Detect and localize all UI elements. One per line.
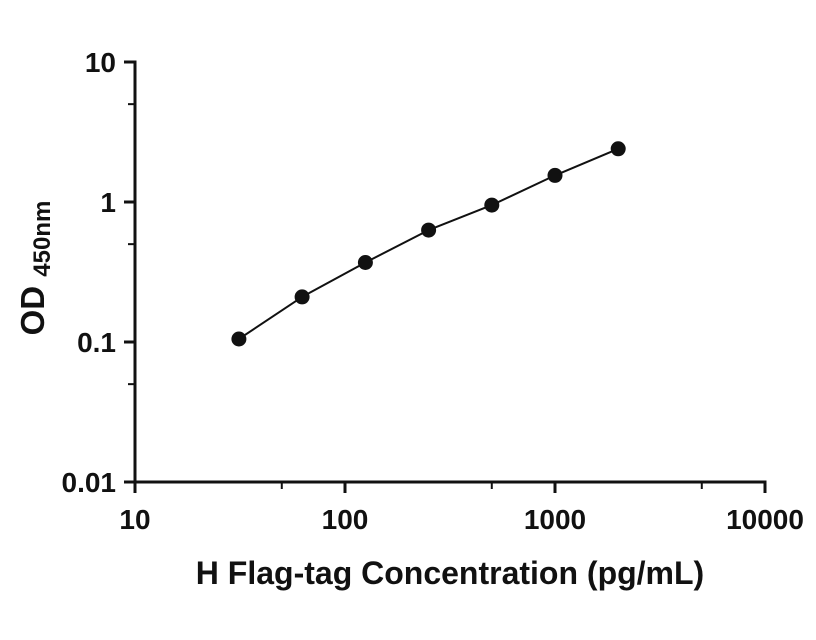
y-axis-label: OD 450nm: [14, 201, 56, 336]
x-tick-label: 10000: [726, 504, 804, 535]
data-point: [610, 141, 626, 157]
data-point: [357, 255, 373, 270]
y-tick-label: 1: [100, 187, 116, 218]
data-point: [547, 167, 563, 183]
x-axis-label: H Flag-tag Concentration (pg/mL): [196, 555, 704, 591]
data-point: [294, 289, 310, 305]
y-axis-label-main: OD: [14, 286, 51, 336]
y-tick-label: 0.01: [62, 467, 117, 498]
x-tick-label: 100: [322, 504, 369, 535]
data-point: [484, 197, 500, 213]
data-point: [421, 222, 437, 238]
x-tick-label: 1000: [524, 504, 586, 535]
y-tick-label: 0.1: [77, 327, 116, 358]
axis-ticks: [124, 60, 767, 493]
data-point: [231, 331, 247, 347]
y-axis-label-subscript: 450nm: [29, 201, 56, 277]
y-tick-label: 10: [85, 47, 116, 78]
data-series: [231, 141, 626, 347]
axes: [133, 60, 767, 484]
x-tick-label: 10: [119, 504, 150, 535]
axis-tick-labels: 0.01 0.1 1 10 10 100 1000 10000: [62, 47, 804, 535]
